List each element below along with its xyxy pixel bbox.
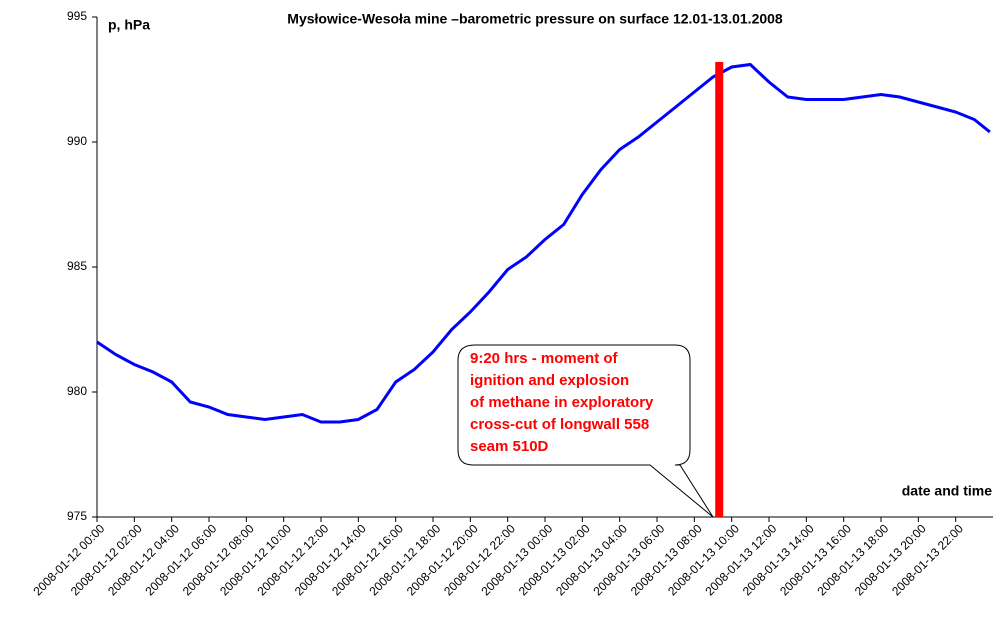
- y-axis-label: p, hPa: [108, 17, 150, 33]
- x-axis-label: date and time: [902, 483, 992, 499]
- annotation-text: cross-cut of longwall 558: [470, 416, 649, 433]
- y-tick-label: 980: [67, 384, 87, 398]
- annotation-text: seam 510D: [470, 438, 549, 455]
- annotation-text: ignition and explosion: [470, 372, 629, 389]
- chart-title: Mysłowice-Wesoła mine –barometric pressu…: [287, 11, 783, 27]
- annotation-text: of methane in exploratory: [470, 394, 654, 411]
- data-line: [96, 62, 991, 424]
- y-tick-label: 975: [67, 509, 87, 523]
- y-tick-label: 990: [67, 134, 87, 148]
- y-tick-label: 985: [67, 259, 87, 273]
- annotation-text: 9:20 hrs - moment of: [470, 350, 619, 367]
- callout-bubble: [457, 344, 714, 518]
- x-tick-label: 2008-01-13 22:00: [889, 521, 966, 598]
- y-tick-label: 995: [67, 9, 87, 23]
